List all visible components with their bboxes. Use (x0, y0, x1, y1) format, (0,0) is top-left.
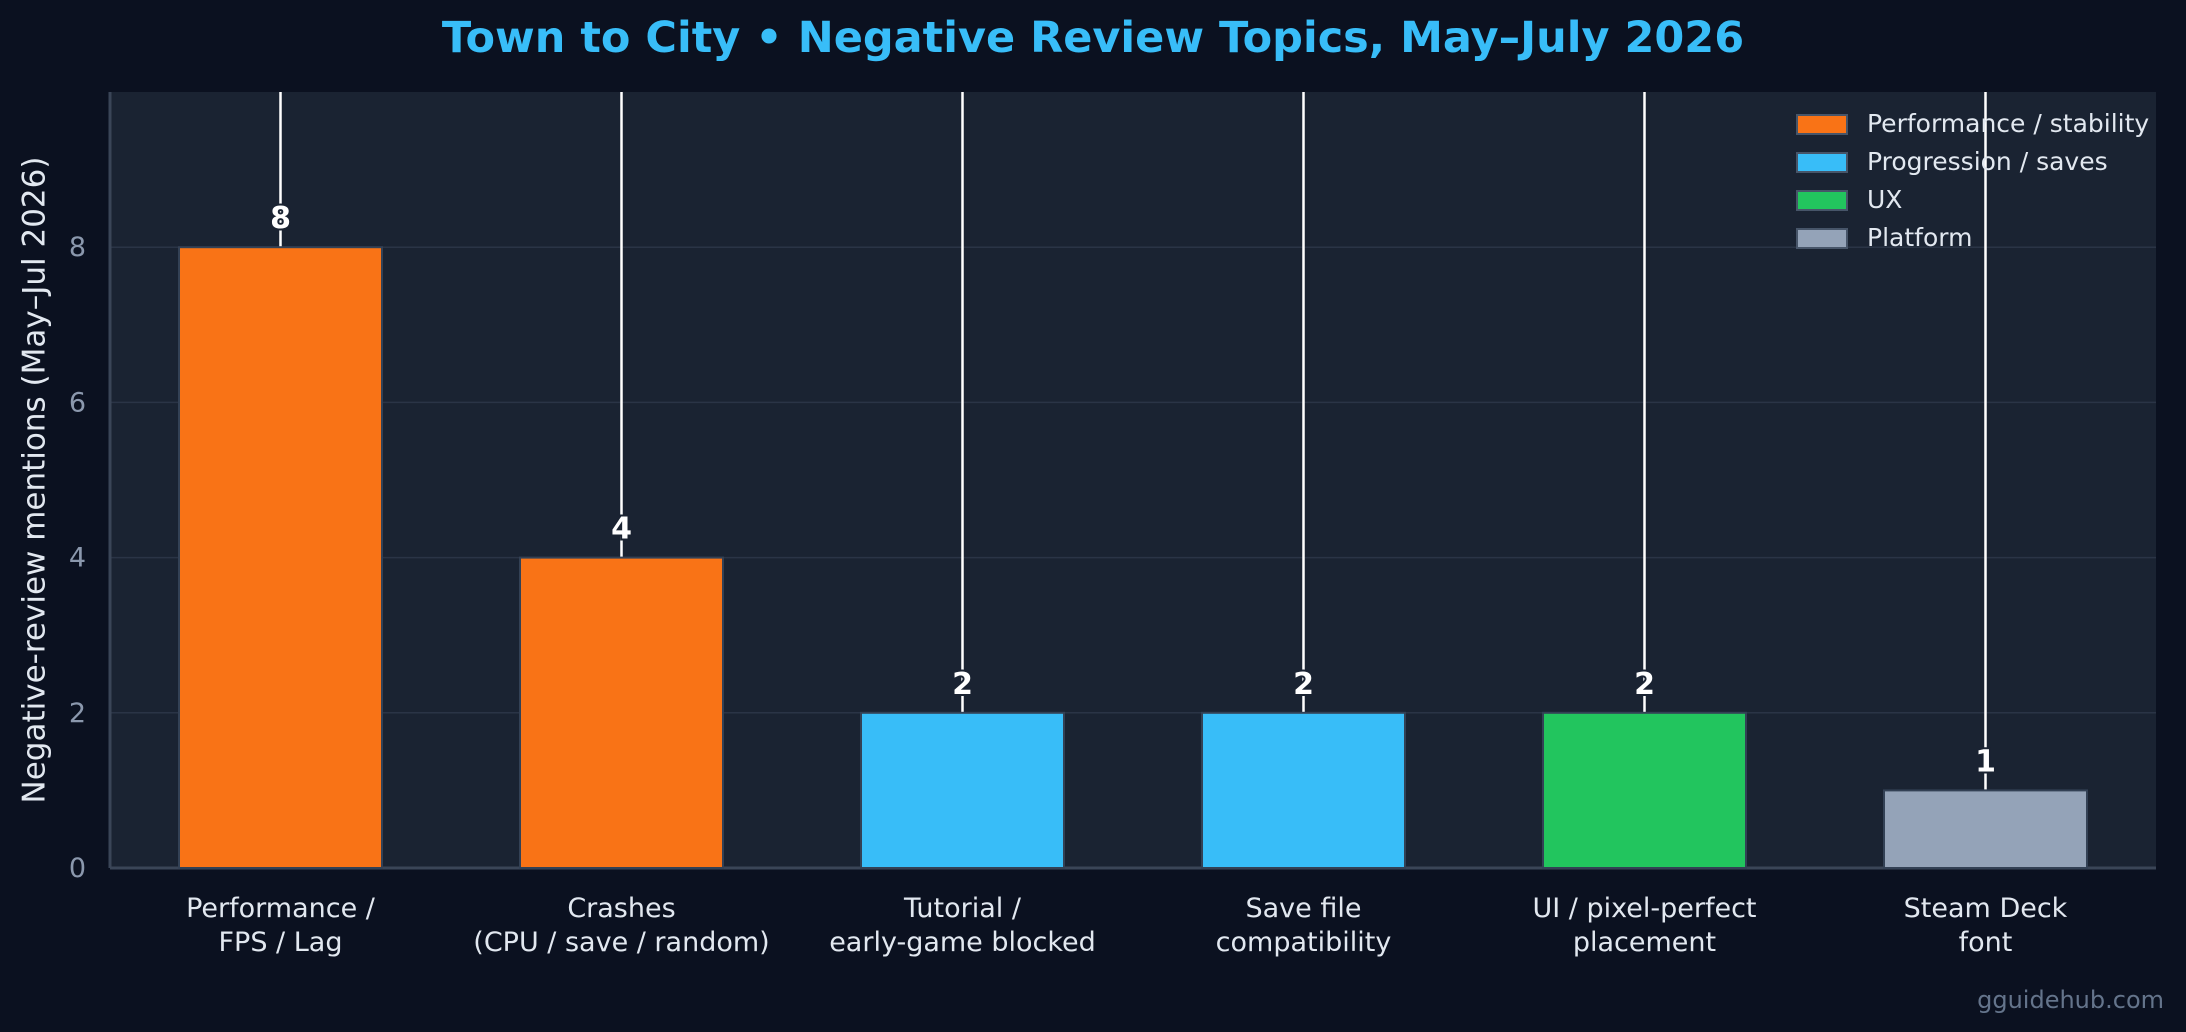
legend-label: Progression / saves (1867, 147, 2108, 176)
x-tick-label: font (1959, 927, 2013, 958)
watermark: gguidehub.com (1977, 986, 2164, 1014)
plot-area (110, 92, 2156, 868)
y-tick-label: 0 (69, 853, 86, 884)
legend-swatch (1796, 152, 1848, 173)
bar (1201, 711, 1406, 869)
bar-value-label: 2 (1293, 667, 1314, 702)
x-tick-label: early-game blocked (829, 927, 1096, 958)
legend-label: Performance / stability (1867, 109, 2149, 138)
x-tick-label: compatibility (1216, 927, 1392, 958)
legend-swatch (1796, 114, 1848, 135)
bar (1883, 789, 2088, 870)
y-tick-label: 8 (69, 232, 86, 263)
bar-value-label: 1 (1975, 744, 1996, 779)
bar-value-label: 2 (1634, 667, 1655, 702)
legend-swatch (1796, 190, 1848, 211)
bar (860, 711, 1065, 869)
y-axis-label: Negative-review mentions (May–Jul 2026) (17, 157, 53, 804)
x-tick-label: Performance / (186, 893, 376, 924)
y-tick-label: 4 (69, 543, 86, 574)
x-tick-label: Crashes (567, 893, 675, 924)
y-tick-label: 6 (69, 387, 86, 418)
x-tick-label: FPS / Lag (219, 927, 343, 958)
chart-title: Town to City • Negative Review Topics, M… (441, 13, 1745, 63)
x-tick-label: Steam Deck (1904, 893, 2068, 924)
bar (178, 246, 383, 869)
x-tick-label: Save file (1246, 893, 1362, 924)
legend-swatch (1796, 228, 1848, 249)
x-tick-label: placement (1573, 927, 1716, 958)
x-tick-label: Tutorial / (903, 893, 1022, 924)
legend-label: Platform (1867, 223, 1972, 252)
legend-label: UX (1867, 185, 1902, 214)
bar-value-label: 2 (952, 667, 973, 702)
bar (519, 556, 724, 869)
x-tick-label: (CPU / save / random) (473, 927, 769, 958)
bar-value-label: 8 (270, 201, 291, 236)
bar-value-label: 4 (611, 512, 632, 547)
y-tick-label: 2 (69, 698, 86, 729)
x-tick-label: UI / pixel-perfect (1532, 893, 1756, 924)
bar (1542, 711, 1747, 869)
